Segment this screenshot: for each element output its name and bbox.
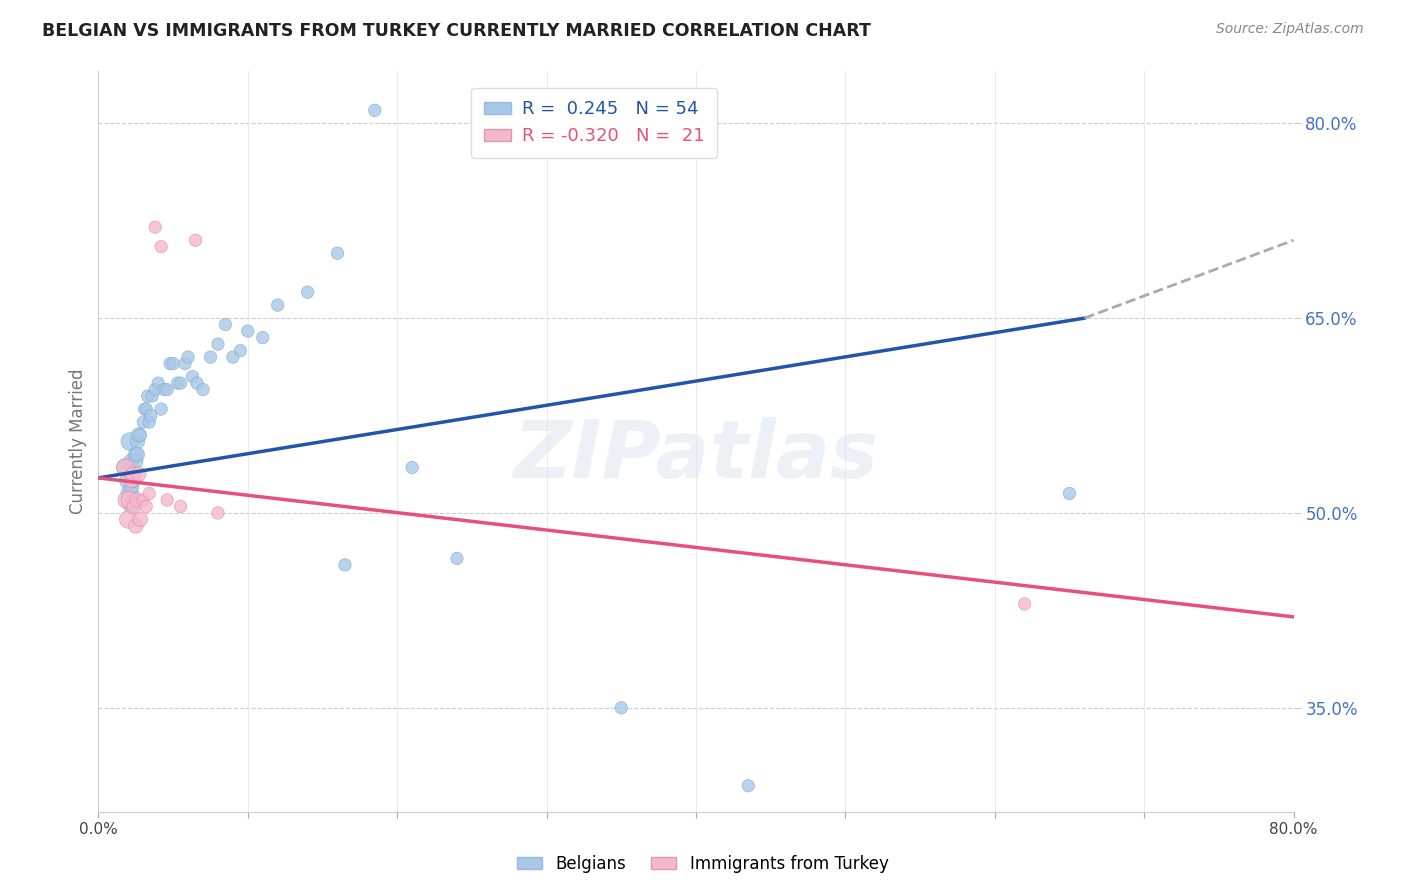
- Belgians: [159, 357, 181, 371]
- Belgians: [229, 343, 252, 358]
- Legend: Belgians, Immigrants from Turkey: Belgians, Immigrants from Turkey: [510, 848, 896, 880]
- Belgians: [128, 428, 150, 442]
- Belgians: [138, 415, 160, 429]
- Belgians: [446, 551, 468, 566]
- Immigrants from Turkey: [128, 467, 150, 481]
- Belgians: [139, 409, 162, 423]
- Belgians: [252, 331, 274, 345]
- Y-axis label: Currently Married: Currently Married: [69, 368, 87, 515]
- Belgians: [129, 428, 152, 442]
- Immigrants from Turkey: [120, 474, 142, 488]
- Immigrants from Turkey: [129, 512, 152, 526]
- Immigrants from Turkey: [124, 500, 146, 514]
- Belgians: [121, 474, 143, 488]
- Belgians: [118, 486, 141, 500]
- Belgians: [120, 480, 142, 494]
- Belgians: [207, 337, 229, 351]
- Immigrants from Turkey: [115, 493, 138, 508]
- Belgians: [143, 383, 166, 397]
- Text: Source: ZipAtlas.com: Source: ZipAtlas.com: [1216, 22, 1364, 37]
- Immigrants from Turkey: [143, 220, 166, 235]
- Belgians: [118, 434, 141, 449]
- Belgians: [186, 376, 208, 390]
- Legend: R =  0.245   N = 54, R = -0.320   N =  21: R = 0.245 N = 54, R = -0.320 N = 21: [471, 87, 717, 158]
- Belgians: [134, 402, 156, 417]
- Belgians: [181, 369, 204, 384]
- Belgians: [236, 324, 259, 338]
- Belgians: [121, 493, 143, 508]
- Belgians: [214, 318, 236, 332]
- Belgians: [267, 298, 290, 312]
- Belgians: [401, 460, 423, 475]
- Belgians: [153, 383, 176, 397]
- Belgians: [127, 448, 149, 462]
- Belgians: [297, 285, 319, 300]
- Belgians: [364, 103, 387, 118]
- Immigrants from Turkey: [184, 233, 207, 247]
- Immigrants from Turkey: [1014, 597, 1036, 611]
- Belgians: [166, 376, 188, 390]
- Belgians: [132, 415, 155, 429]
- Immigrants from Turkey: [150, 240, 173, 254]
- Immigrants from Turkey: [169, 500, 191, 514]
- Belgians: [610, 701, 633, 715]
- Belgians: [135, 402, 157, 417]
- Immigrants from Turkey: [138, 486, 160, 500]
- Belgians: [141, 389, 163, 403]
- Belgians: [125, 448, 148, 462]
- Belgians: [127, 434, 149, 449]
- Immigrants from Turkey: [207, 506, 229, 520]
- Immigrants from Turkey: [127, 493, 149, 508]
- Belgians: [120, 500, 142, 514]
- Belgians: [174, 357, 197, 371]
- Belgians: [148, 376, 170, 390]
- Belgians: [326, 246, 349, 260]
- Belgians: [156, 383, 179, 397]
- Belgians: [737, 779, 759, 793]
- Immigrants from Turkey: [156, 493, 179, 508]
- Immigrants from Turkey: [114, 460, 136, 475]
- Belgians: [169, 376, 191, 390]
- Belgians: [124, 467, 146, 481]
- Belgians: [222, 350, 245, 364]
- Immigrants from Turkey: [118, 493, 141, 508]
- Text: ZIPatlas: ZIPatlas: [513, 417, 879, 495]
- Belgians: [200, 350, 222, 364]
- Belgians: [150, 402, 173, 417]
- Belgians: [177, 350, 200, 364]
- Belgians: [117, 474, 139, 488]
- Belgians: [114, 460, 136, 475]
- Immigrants from Turkey: [117, 512, 139, 526]
- Belgians: [333, 558, 356, 572]
- Immigrants from Turkey: [132, 493, 155, 508]
- Text: BELGIAN VS IMMIGRANTS FROM TURKEY CURRENTLY MARRIED CORRELATION CHART: BELGIAN VS IMMIGRANTS FROM TURKEY CURREN…: [42, 22, 872, 40]
- Belgians: [125, 454, 148, 468]
- Belgians: [120, 454, 142, 468]
- Belgians: [1059, 486, 1081, 500]
- Immigrants from Turkey: [121, 467, 143, 481]
- Belgians: [136, 389, 159, 403]
- Immigrants from Turkey: [135, 500, 157, 514]
- Belgians: [191, 383, 214, 397]
- Belgians: [162, 357, 184, 371]
- Immigrants from Turkey: [125, 519, 148, 533]
